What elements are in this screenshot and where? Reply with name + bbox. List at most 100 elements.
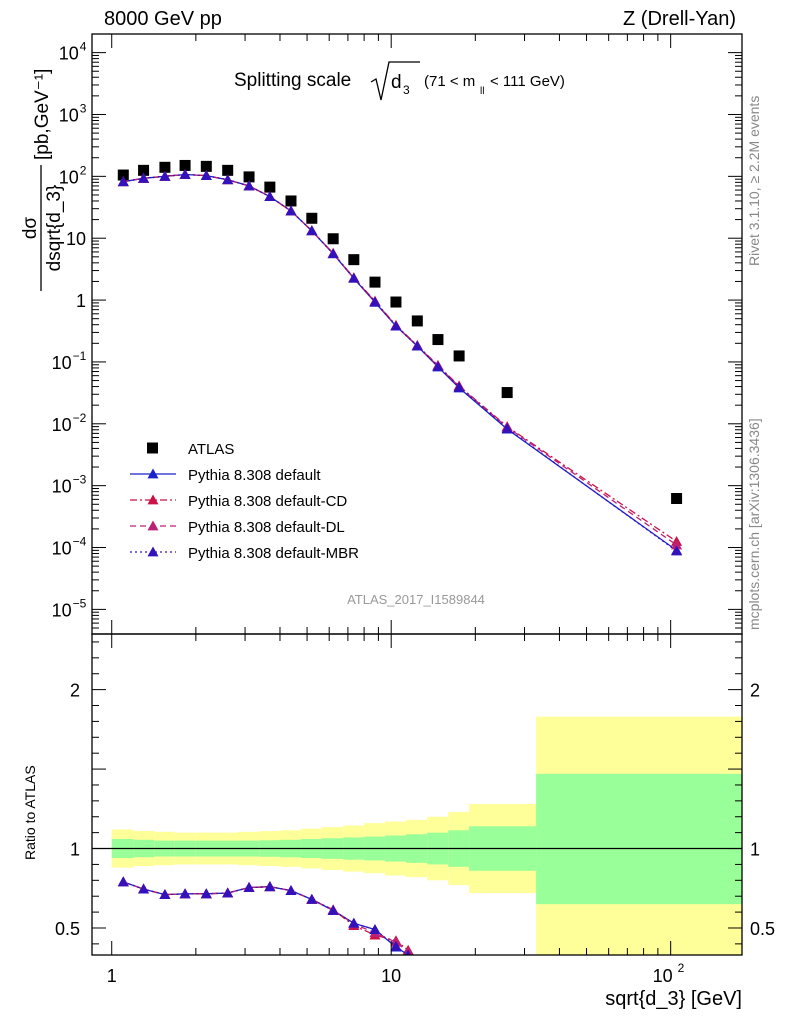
legend-label: Pythia 8.308 default-MBR <box>188 545 359 562</box>
series-marker-4 <box>285 205 297 216</box>
title-range-end: < 111 GeV) <box>490 73 565 90</box>
data-point-atlas <box>453 350 465 362</box>
series-marker-4 <box>390 320 402 331</box>
title-range-subscript: ll <box>480 86 484 97</box>
y-tick-label: 10 <box>52 539 72 559</box>
main-y-axis-label: dσ dsqrt{d_3} [pb,GeV⁻¹] <box>20 69 65 291</box>
series-line-3 <box>123 173 677 546</box>
ratio-y-tick-label-left: 2 <box>70 681 80 701</box>
ratio-marker-3 <box>179 888 191 899</box>
data-point-atlas <box>390 296 402 308</box>
data-point-atlas <box>369 276 381 288</box>
chart-title: Splitting scale d 3 (71 < m ll < 111 GeV) <box>234 61 565 101</box>
y-tick-label-exponent: −5 <box>73 596 87 610</box>
main-plot-area <box>117 159 683 556</box>
ratio-marker-3 <box>369 924 381 934</box>
y-tick-label-exponent: −4 <box>73 535 87 549</box>
legend-label: ATLAS <box>188 441 234 458</box>
data-point-atlas <box>432 334 444 346</box>
y-tick-label: 1 <box>76 291 86 311</box>
legend-marker <box>147 468 159 479</box>
data-point-atlas <box>348 254 360 266</box>
data-point-atlas <box>411 315 423 327</box>
ratio-marker-3 <box>405 949 412 955</box>
data-point-atlas <box>243 171 255 183</box>
series-marker-4 <box>264 191 276 202</box>
header-left: 8000 GeV pp <box>104 8 222 30</box>
ylabel-numerator: dσ <box>20 217 41 240</box>
y-tick-label: 10 <box>59 105 79 125</box>
ratio-marker-3 <box>285 885 297 896</box>
data-point-atlas <box>264 181 276 193</box>
ratio-marker-3 <box>138 883 150 894</box>
ratio-marker-3 <box>117 876 129 887</box>
data-point-atlas <box>501 387 513 399</box>
y-tick-label-exponent: −1 <box>73 349 87 363</box>
ratio-y-axis-label: Ratio to ATLAS <box>22 765 38 860</box>
band-stat-uncertainty <box>536 773 742 905</box>
ylabel-unit: [pb,GeV⁻¹] <box>32 69 53 160</box>
series-marker-4 <box>348 272 360 283</box>
legend: ATLAS Pythia 8.308 default Pythia 8.308 de… <box>130 441 359 562</box>
ratio-marker-3 <box>264 881 276 892</box>
title-range: (71 < m <box>424 73 475 90</box>
x-tick-label: 10 <box>653 966 673 986</box>
series-marker-3 <box>671 539 683 550</box>
series-marker-4 <box>138 172 150 183</box>
data-point-atlas <box>306 212 318 224</box>
ratio-y-tick-label-right: 1 <box>750 840 760 860</box>
y-tick-label-exponent: 4 <box>80 40 87 54</box>
y-tick-label: 10 <box>52 353 72 373</box>
data-point-atlas <box>222 164 234 176</box>
data-point-atlas <box>138 164 150 176</box>
series-marker-4 <box>159 170 171 181</box>
ratio-y-tick-label-left: 1 <box>70 840 80 860</box>
x-tick-label: 1 <box>107 966 117 986</box>
ratio-y-tick-label-right: 0.5 <box>750 919 775 939</box>
y-tick-label: 10 <box>52 415 72 435</box>
ratio-plot-area <box>117 876 414 955</box>
data-point-atlas <box>200 160 212 172</box>
ratio-marker-3 <box>327 905 339 915</box>
y-tick-label-exponent: −2 <box>73 411 87 425</box>
legend-label: Pythia 8.308 default-CD <box>188 493 347 510</box>
legend-marker <box>147 494 159 505</box>
ylabel-denominator: dsqrt{d_3} <box>44 185 65 272</box>
legend-marker-atlas <box>147 442 158 454</box>
ratio-bands <box>111 716 742 955</box>
y-tick-label: 10 <box>59 167 79 187</box>
series-marker-4 <box>671 545 683 556</box>
series-marker-4 <box>306 225 318 236</box>
y-tick-label-exponent: 3 <box>80 101 87 115</box>
ratio-marker-3 <box>348 917 360 928</box>
data-point-atlas <box>285 195 297 207</box>
series-marker-4 <box>179 169 191 179</box>
y-tick-label-exponent: −3 <box>73 473 87 487</box>
ratio-marker-3 <box>200 888 212 899</box>
ratio-marker-3 <box>390 940 402 951</box>
series-marker-4 <box>432 361 444 372</box>
analysis-watermark: ATLAS_2017_I1589844 <box>347 592 485 607</box>
data-point-atlas <box>117 169 129 181</box>
legend-label: Pythia 8.308 default <box>188 467 321 484</box>
series-line-2 <box>123 173 677 543</box>
x-tick-label-exponent: 2 <box>678 961 685 975</box>
series-marker-4 <box>222 174 234 185</box>
ratio-marker-3 <box>243 881 255 892</box>
y-tick-label: 10 <box>52 600 72 620</box>
y-tick-label-exponent: 2 <box>80 163 87 177</box>
series-marker-4 <box>327 248 339 259</box>
title-sqrt-variable: d <box>391 72 402 93</box>
side-text-rivet: Rivet 3.1.10, ≥ 2.2M events <box>746 95 762 266</box>
ratio-line-3 <box>123 881 409 955</box>
series-marker-4 <box>501 422 513 433</box>
series-marker-4 <box>243 180 255 191</box>
legend-marker <box>147 546 159 557</box>
y-tick-label: 10 <box>59 44 79 64</box>
data-point-atlas <box>327 233 339 245</box>
title-subscript: 3 <box>403 83 410 97</box>
ratio-marker-3 <box>159 889 171 900</box>
x-axis-label: sqrt{d_3} [GeV] <box>605 988 742 1010</box>
